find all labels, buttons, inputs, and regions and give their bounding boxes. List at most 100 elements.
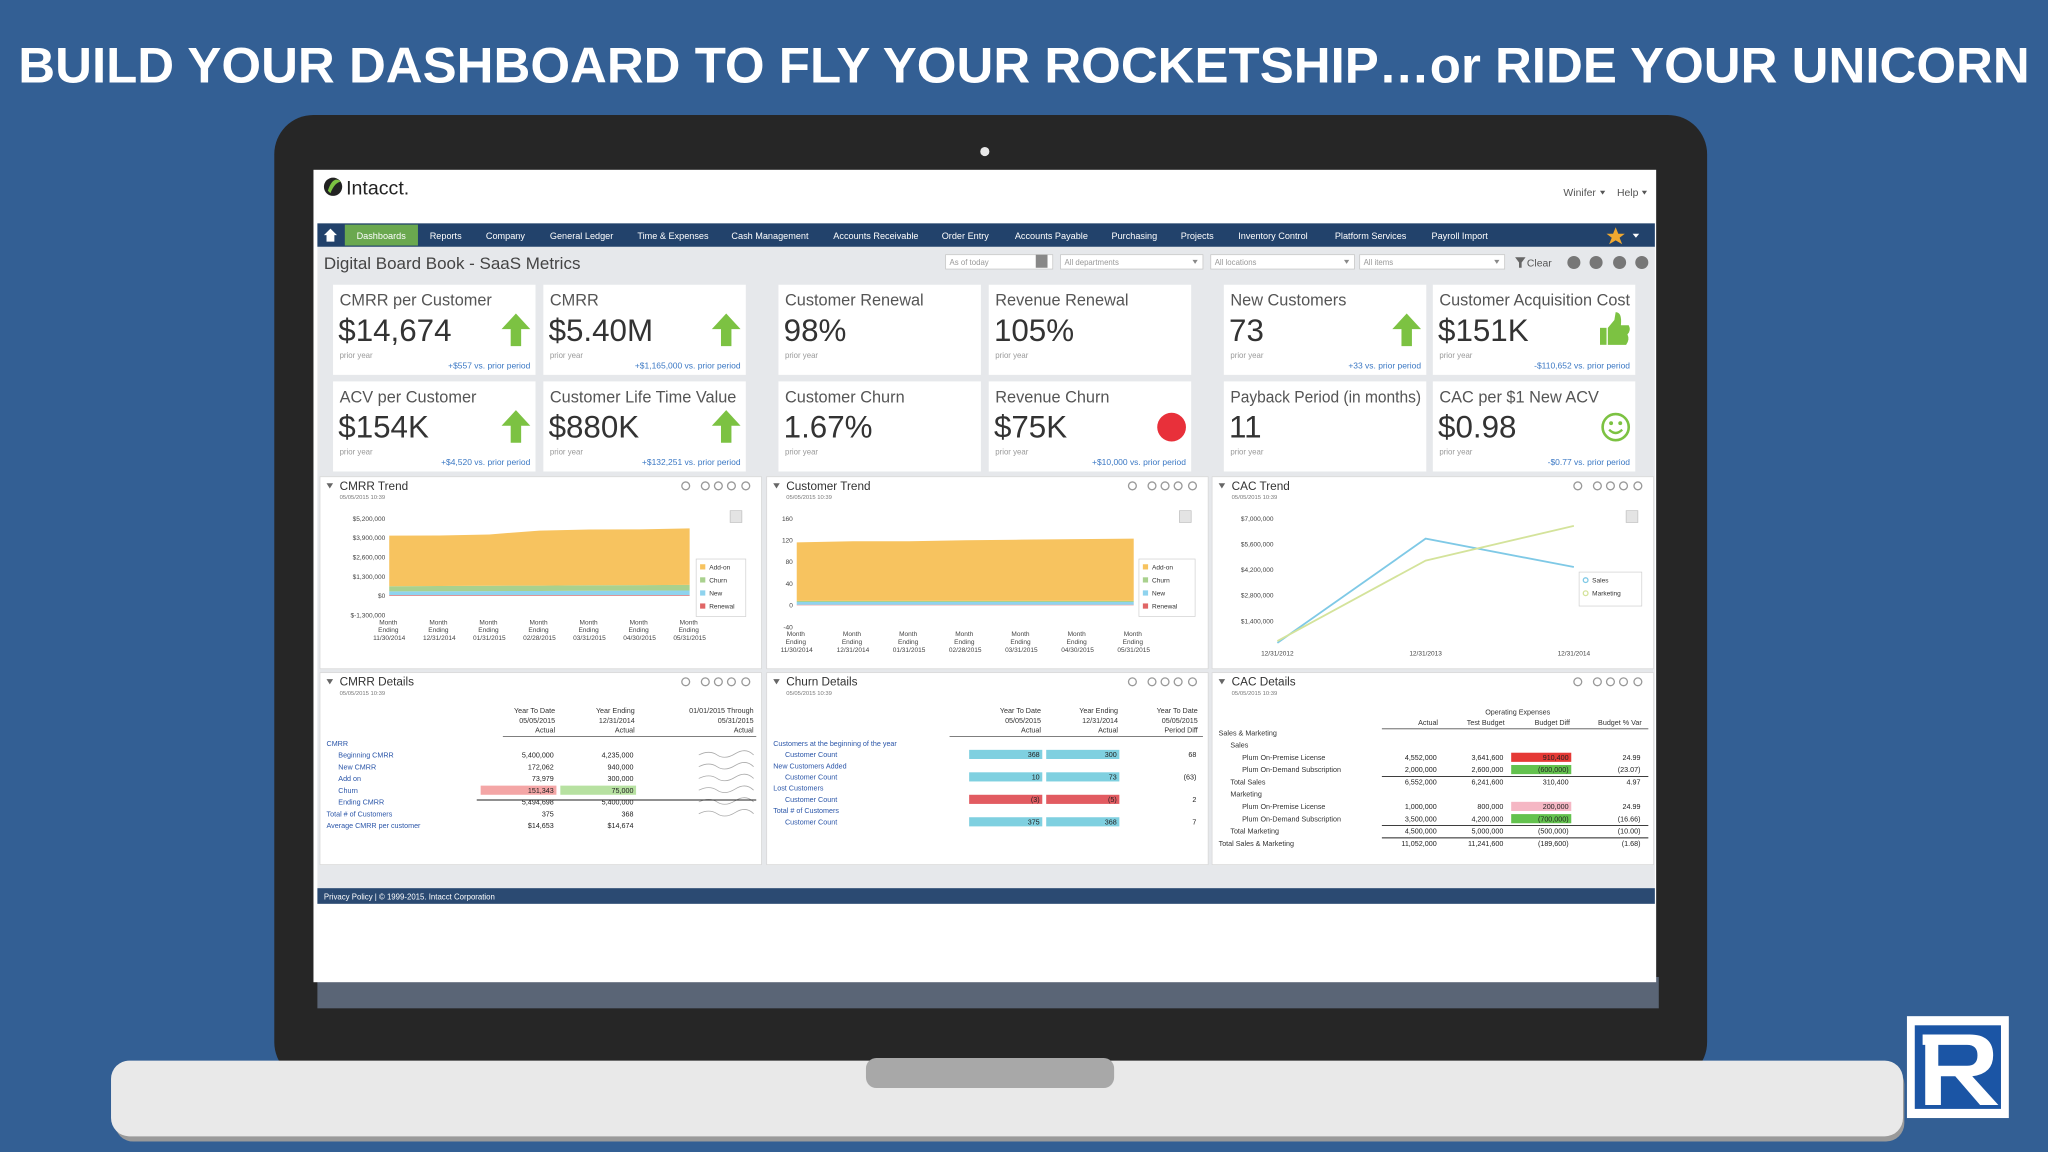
collapse-marker[interactable]: [1218, 483, 1226, 489]
row-label: Total # of Customers: [327, 810, 393, 818]
nav-item[interactable]: Projects: [1181, 231, 1214, 241]
toolbar-icon[interactable]: [1613, 256, 1627, 270]
filter-box[interactable]: [1060, 254, 1204, 270]
kpi-card: [1223, 284, 1427, 375]
filter-box[interactable]: [1210, 254, 1355, 270]
panel-tool[interactable]: [1592, 677, 1602, 687]
toolbar-icon[interactable]: [1567, 256, 1581, 270]
panel-tool[interactable]: [1147, 481, 1157, 491]
filter-text: All locations: [1215, 258, 1257, 267]
x-tick-label: Month Ending 03/31/2015: [573, 619, 606, 642]
clear-button[interactable]: Clear: [1527, 258, 1552, 269]
nav-item[interactable]: Cash Management: [731, 231, 809, 241]
toolbar-icon[interactable]: [1635, 256, 1649, 270]
panel: [1211, 672, 1654, 866]
panel-tool[interactable]: [1573, 481, 1583, 491]
nav-item[interactable]: Accounts Receivable: [833, 231, 918, 241]
column-header: Year To Date: [514, 707, 555, 715]
cell-highlight: [1046, 749, 1120, 759]
cell: 75,000: [612, 787, 634, 795]
chart-menu[interactable]: [1625, 510, 1639, 523]
panel-tool[interactable]: [1127, 481, 1137, 491]
kpi-label: Revenue Churn: [995, 388, 1109, 406]
base-notch: [865, 1057, 1115, 1088]
panel-tool[interactable]: [1633, 481, 1643, 491]
x-tick-label: 12/31/2014: [1558, 651, 1591, 658]
cell: 151,343: [528, 787, 554, 795]
column-header: Year Ending: [596, 707, 635, 715]
chart-menu[interactable]: [729, 510, 743, 523]
panel-tool[interactable]: [1173, 481, 1183, 491]
panel-tool[interactable]: [741, 481, 751, 491]
column-header: Test Budget: [1467, 719, 1505, 727]
panel-tool[interactable]: [1618, 481, 1629, 491]
panel-title: CAC Details: [1232, 676, 1296, 689]
panel-tool[interactable]: [726, 481, 736, 491]
filter-box[interactable]: [1359, 254, 1506, 270]
nav-item[interactable]: Inventory Control: [1238, 231, 1308, 241]
panel-tool[interactable]: [1605, 481, 1616, 491]
panel-tool[interactable]: [741, 677, 751, 687]
collapse-marker[interactable]: [1218, 679, 1226, 685]
calendar-icon[interactable]: [1035, 254, 1048, 268]
nav-item[interactable]: Platform Services: [1335, 231, 1407, 241]
x-tick-label: Month Ending 01/31/2015: [893, 631, 926, 654]
collapse-marker[interactable]: [326, 483, 334, 489]
filter-box[interactable]: [945, 254, 1054, 270]
nav-item[interactable]: Reports: [430, 231, 462, 241]
kpi-card: [778, 381, 981, 472]
nav-item[interactable]: Dashboards: [357, 231, 407, 241]
collapse-marker[interactable]: [773, 679, 780, 685]
nav-item[interactable]: General Ledger: [550, 231, 613, 241]
panel-tool[interactable]: [1160, 677, 1170, 687]
panel-tool[interactable]: [1618, 677, 1629, 687]
panel-tool[interactable]: [713, 677, 723, 687]
panel: [766, 672, 1209, 866]
panel-tool[interactable]: [713, 481, 723, 491]
panel-tool[interactable]: [700, 677, 710, 687]
y-tick-label: $2,600,000: [353, 555, 386, 562]
panel-tool[interactable]: [681, 481, 691, 491]
cell: 310,400: [1543, 778, 1569, 786]
cell: (500,000): [1538, 828, 1569, 836]
row-label: New CMRR: [338, 763, 376, 771]
cell: 368: [1028, 751, 1040, 759]
legend-label: Churn: [709, 578, 727, 585]
cell: (63): [1184, 773, 1197, 781]
panel-tool[interactable]: [681, 677, 691, 687]
nav-item[interactable]: Company: [486, 231, 525, 241]
cell: 2: [1192, 796, 1196, 804]
panel-tool[interactable]: [1187, 481, 1198, 491]
nav-item[interactable]: Time & Expenses: [637, 231, 709, 241]
column-header: Budget % Var: [1598, 719, 1642, 727]
nav-item[interactable]: Order Entry: [942, 231, 990, 241]
user-menu[interactable]: Winifer: [1563, 188, 1596, 199]
nav-item[interactable]: Payroll Import: [1432, 231, 1489, 241]
panel-tool[interactable]: [1127, 677, 1137, 687]
legend-swatch: [1142, 577, 1149, 583]
chart-menu[interactable]: [1179, 510, 1192, 523]
kpi-period: prior year: [1439, 448, 1472, 457]
help-menu[interactable]: Help: [1617, 188, 1639, 199]
panel-tool[interactable]: [726, 677, 736, 687]
panel-tool[interactable]: [1592, 481, 1602, 491]
panel-tool[interactable]: [700, 481, 710, 491]
favorites-star[interactable]: [1606, 227, 1625, 245]
panel-tool[interactable]: [1605, 677, 1616, 687]
kpi-card: [543, 381, 746, 472]
panel-tool[interactable]: [1573, 677, 1583, 687]
panel-tool[interactable]: [1187, 677, 1198, 687]
panel-tool[interactable]: [1160, 481, 1170, 491]
panel-tool[interactable]: [1633, 677, 1643, 687]
nav-item[interactable]: Accounts Payable: [1015, 231, 1088, 241]
collapse-marker[interactable]: [326, 679, 334, 685]
row-label: Customer Count: [785, 773, 837, 781]
toolbar-icon[interactable]: [1589, 256, 1603, 270]
collapse-marker[interactable]: [773, 483, 780, 489]
panel-tool[interactable]: [1147, 677, 1157, 687]
y-tick-label: $-1,300,000: [351, 613, 386, 620]
cell: 4,200,000: [1471, 815, 1503, 823]
nav-item[interactable]: Purchasing: [1112, 231, 1158, 241]
panel-tool[interactable]: [1173, 677, 1183, 687]
